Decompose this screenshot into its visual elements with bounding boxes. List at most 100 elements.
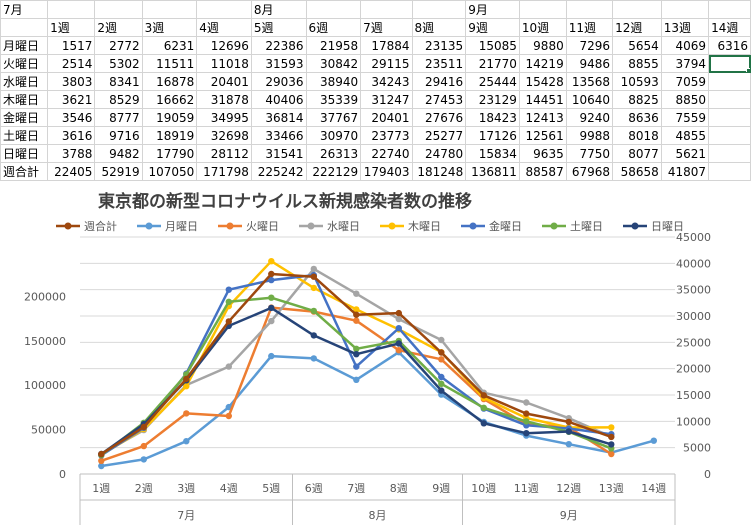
cell[interactable]: 7296: [565, 36, 614, 55]
cell[interactable]: 29115: [360, 54, 413, 73]
cell[interactable]: 171798: [196, 162, 252, 181]
cell[interactable]: 8850: [660, 90, 710, 109]
cell[interactable]: 9635: [518, 144, 567, 163]
cell[interactable]: 1週: [47, 18, 96, 37]
cell[interactable]: 4069: [660, 36, 710, 55]
cell[interactable]: 25277: [411, 126, 467, 145]
cell[interactable]: 月曜日: [0, 36, 49, 55]
cell[interactable]: [708, 0, 751, 19]
cell[interactable]: 火曜日: [0, 54, 49, 73]
cell[interactable]: 1517: [47, 36, 96, 55]
cell[interactable]: 6週: [305, 18, 362, 37]
cell[interactable]: 9988: [565, 126, 614, 145]
cell[interactable]: [612, 0, 662, 19]
cell[interactable]: 3788: [47, 144, 96, 163]
cell[interactable]: 30970: [305, 126, 362, 145]
cell[interactable]: 3616: [47, 126, 96, 145]
cell[interactable]: 107050: [141, 162, 198, 181]
cell[interactable]: 5654: [612, 36, 662, 55]
cell[interactable]: 20401: [196, 72, 252, 91]
cell[interactable]: 18919: [141, 126, 198, 145]
cell[interactable]: 33466: [250, 126, 307, 145]
cell[interactable]: 4週: [196, 18, 252, 37]
cell[interactable]: 17884: [360, 36, 413, 55]
cell[interactable]: 67968: [565, 162, 614, 181]
cell[interactable]: 12561: [518, 126, 567, 145]
cell[interactable]: 12413: [518, 108, 567, 127]
cell[interactable]: 2514: [47, 54, 96, 73]
cell[interactable]: 3803: [47, 72, 96, 91]
cell[interactable]: 29416: [411, 72, 467, 91]
cell[interactable]: 11週: [565, 18, 614, 37]
cell[interactable]: 水曜日: [0, 72, 49, 91]
cell[interactable]: 8855: [612, 54, 662, 73]
cell[interactable]: 4855: [660, 126, 710, 145]
cell[interactable]: 5621: [660, 144, 710, 163]
cell[interactable]: 16878: [141, 72, 198, 91]
cell[interactable]: 12696: [196, 36, 252, 55]
cell[interactable]: 58658: [612, 162, 662, 181]
cell[interactable]: 17790: [141, 144, 198, 163]
cell[interactable]: 8週: [411, 18, 467, 37]
cell[interactable]: 13週: [660, 18, 710, 37]
cell[interactable]: 7月: [0, 0, 49, 19]
cell[interactable]: 22740: [360, 144, 413, 163]
cell[interactable]: 13568: [565, 72, 614, 91]
cell[interactable]: 11018: [196, 54, 252, 73]
cell[interactable]: 18423: [465, 108, 520, 127]
cell[interactable]: [196, 0, 252, 19]
cell[interactable]: [708, 144, 751, 163]
cell[interactable]: 7週: [360, 18, 413, 37]
cell[interactable]: 38940: [305, 72, 362, 91]
cell[interactable]: [708, 90, 751, 109]
cell[interactable]: 5302: [94, 54, 143, 73]
cell[interactable]: 24780: [411, 144, 467, 163]
cell[interactable]: 179403: [360, 162, 413, 181]
cell[interactable]: 40406: [250, 90, 307, 109]
cell[interactable]: 8341: [94, 72, 143, 91]
cell[interactable]: 181248: [411, 162, 467, 181]
cell[interactable]: 7059: [660, 72, 710, 91]
cell[interactable]: 20401: [360, 108, 413, 127]
cell[interactable]: 8636: [612, 108, 662, 127]
cell[interactable]: 9716: [94, 126, 143, 145]
cell[interactable]: [708, 162, 751, 181]
cell[interactable]: 3621: [47, 90, 96, 109]
cell[interactable]: 11511: [141, 54, 198, 73]
cell[interactable]: 32698: [196, 126, 252, 145]
cell[interactable]: 9880: [518, 36, 567, 55]
cell[interactable]: 225242: [250, 162, 307, 181]
cell[interactable]: 136811: [465, 162, 520, 181]
cell[interactable]: 日曜日: [0, 144, 49, 163]
cell[interactable]: [411, 0, 467, 19]
cell[interactable]: 52919: [94, 162, 143, 181]
cell[interactable]: 15834: [465, 144, 520, 163]
cell[interactable]: 7750: [565, 144, 614, 163]
cell[interactable]: 8825: [612, 90, 662, 109]
cell[interactable]: 22405: [47, 162, 96, 181]
cell[interactable]: 29036: [250, 72, 307, 91]
cell[interactable]: 16662: [141, 90, 198, 109]
cell[interactable]: [708, 126, 751, 145]
cell[interactable]: 23773: [360, 126, 413, 145]
cell[interactable]: 27453: [411, 90, 467, 109]
cell[interactable]: 15428: [518, 72, 567, 91]
cell[interactable]: 9486: [565, 54, 614, 73]
cell[interactable]: 23129: [465, 90, 520, 109]
cell[interactable]: 14451: [518, 90, 567, 109]
cell[interactable]: 31878: [196, 90, 252, 109]
cell[interactable]: 21770: [465, 54, 520, 73]
cell[interactable]: 8777: [94, 108, 143, 127]
cell[interactable]: 36814: [250, 108, 307, 127]
cell[interactable]: 9週: [465, 18, 520, 37]
cell[interactable]: 3546: [47, 108, 96, 127]
cell[interactable]: [708, 108, 751, 127]
cell[interactable]: 23511: [411, 54, 467, 73]
cell[interactable]: 7559: [660, 108, 710, 127]
cell[interactable]: 31593: [250, 54, 307, 73]
cell[interactable]: 週合計: [0, 162, 49, 181]
cell[interactable]: 88587: [518, 162, 567, 181]
cell[interactable]: 14219: [518, 54, 567, 73]
cell[interactable]: [708, 72, 751, 91]
cell[interactable]: [94, 0, 143, 19]
